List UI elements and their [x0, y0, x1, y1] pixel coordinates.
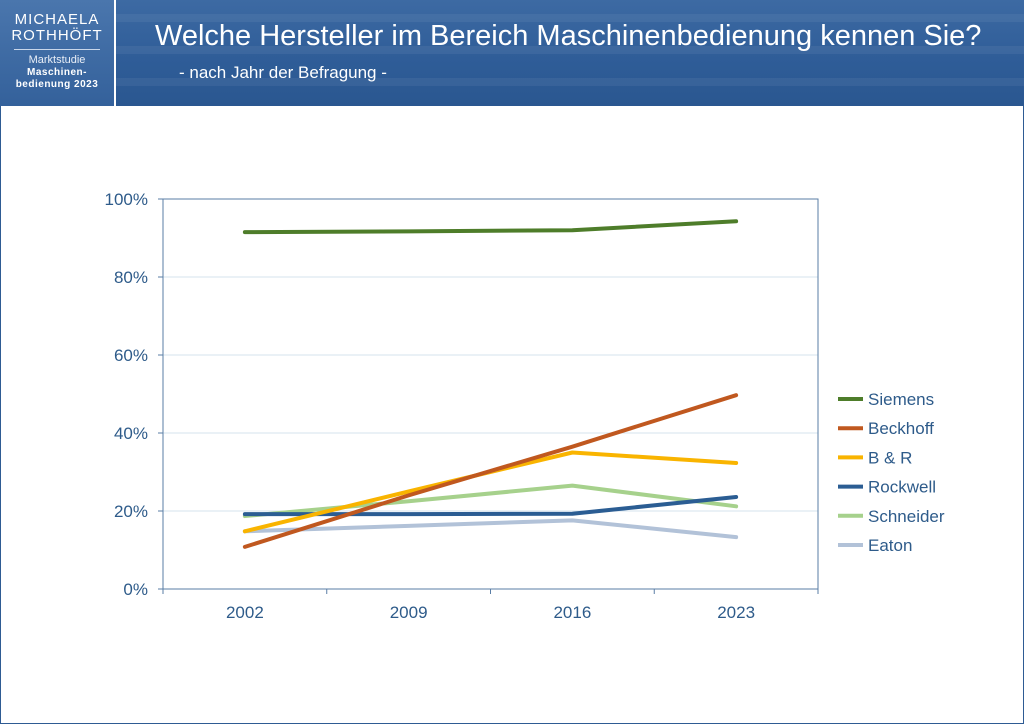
y-tick-label: 0%: [123, 580, 148, 599]
y-tick-label: 100%: [105, 190, 148, 209]
legend-label: B & R: [868, 448, 912, 467]
logo-name-line2: ROTHHÖFT: [11, 27, 103, 44]
y-tick-label: 20%: [114, 502, 148, 521]
page-title-text: Welche Hersteller im Bereich Maschinenbe…: [155, 20, 982, 52]
series-line-schneider: [242, 483, 739, 519]
header-banner: MICHAELA ROTHHÖFT Marktstudie Maschinen-…: [0, 0, 1024, 106]
logo-name-line1: MICHAELA: [14, 11, 100, 28]
legend-label: Siemens: [868, 390, 934, 409]
logo-study-label: Marktstudie: [28, 54, 86, 66]
line-chart: 0% 20% 40% 60% 80% 100% 2002 2009 2016 2023 Siemen…: [105, 190, 945, 622]
series-line-siemens: [242, 219, 739, 235]
y-tick-label: 60%: [114, 346, 148, 365]
logo-study-name-1: Maschinen-: [26, 67, 87, 78]
logo-divider: [14, 49, 100, 50]
x-tick-label: 2023: [717, 603, 755, 622]
series-line-rockwell: [242, 494, 739, 517]
legend-label: Beckhoff: [868, 419, 934, 438]
legend-label: Schneider: [868, 507, 945, 526]
logo-study-name-2: bedienung 2023: [15, 79, 99, 90]
y-tick-label: 40%: [114, 424, 148, 443]
x-tick-label: 2009: [390, 603, 428, 622]
x-tick-label: 2002: [226, 603, 264, 622]
page-title: Welche Hersteller im Bereich Maschinenbe…: [155, 20, 1005, 89]
series-line-eaton: [242, 518, 739, 540]
series-line-beckhoff: [242, 393, 739, 549]
x-tick-label: 2016: [553, 603, 591, 622]
legend-label: Rockwell: [868, 478, 936, 497]
y-tick-label: 80%: [114, 268, 148, 287]
page-subtitle: - nach Jahr der Befragung -: [179, 63, 387, 82]
legend-label: Eaton: [868, 536, 912, 555]
brand-logo: MICHAELA ROTHHÖFT Marktstudie Maschinen-…: [0, 0, 116, 106]
